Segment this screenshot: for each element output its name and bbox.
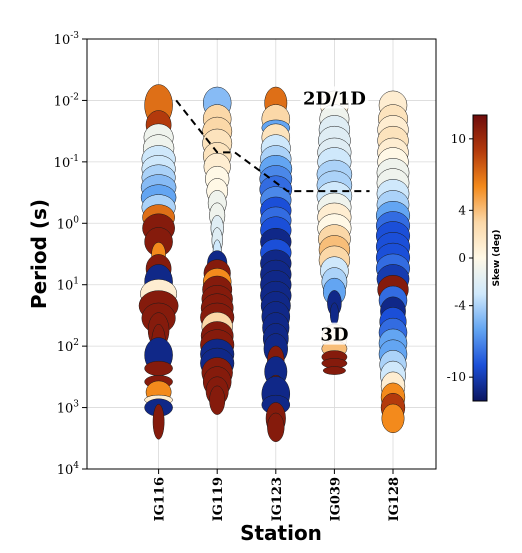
station-label: IG116 xyxy=(153,477,168,521)
y-tick-label-exponent: -2 xyxy=(70,92,79,102)
colorbar: 10 4 0 -4 -10 Skew (deg) xyxy=(447,114,502,402)
annotation-label: 3D xyxy=(320,325,348,346)
y-tick-label-base: 10 xyxy=(57,463,74,478)
annotation-background xyxy=(300,86,369,109)
x-axis-title: Station xyxy=(240,521,322,545)
y-tick-label-base: 10 xyxy=(54,156,71,171)
y-tick-label-base: 10 xyxy=(54,33,71,48)
y-tick-label: 10-2 xyxy=(54,92,79,109)
annotation-background xyxy=(318,322,351,345)
y-tick-label-base: 10 xyxy=(57,217,74,232)
y-tick-label-base: 10 xyxy=(57,402,74,417)
annotations: 2D/1D 3D xyxy=(300,86,369,346)
y-axis-title: Period (s) xyxy=(27,199,51,309)
y-tick-label-exponent: 3 xyxy=(73,400,79,410)
y-tick-label: 103 xyxy=(57,400,80,417)
y-tick-label: 10-3 xyxy=(54,31,80,48)
phase-tensor-ellipse xyxy=(152,403,165,440)
y-tick-label-base: 10 xyxy=(54,94,71,109)
station-label: IG039 xyxy=(328,477,343,521)
phase-tensor-ellipse xyxy=(322,366,346,375)
phase-tensor-ellipse xyxy=(209,385,226,415)
phase-tensor-ellipse xyxy=(144,360,173,376)
y-tick-label-exponent: -1 xyxy=(70,154,79,164)
y-tick-label-base: 10 xyxy=(57,279,74,294)
x-axis-ticks: IG116 IG119 IG123 IG039 IG128 xyxy=(153,469,402,521)
y-tick-label: 10-1 xyxy=(54,154,79,171)
colorbar-tick-label: 0 xyxy=(458,251,466,265)
annotation-label: 2D/1D xyxy=(303,88,366,109)
colorbar-tick-label: -4 xyxy=(454,299,466,313)
station-label: IG123 xyxy=(270,477,285,521)
station-label: IG128 xyxy=(387,477,402,521)
colorbar-tick-label: -10 xyxy=(447,370,466,384)
y-tick-label: 101 xyxy=(57,277,79,294)
colorbar-tick-label: 10 xyxy=(451,132,466,146)
y-tick-label-exponent: 1 xyxy=(73,277,79,287)
phase-tensor-ellipse xyxy=(329,302,339,326)
colorbar-tick-label: 4 xyxy=(458,203,466,217)
phase-tensor-ellipse xyxy=(381,403,405,434)
y-tick-label-exponent: -3 xyxy=(70,31,79,41)
plot-frame xyxy=(86,38,437,470)
y-tick-label: 100 xyxy=(57,215,80,232)
y-tick-label: 102 xyxy=(57,338,79,355)
phase-tensor-ellipse xyxy=(267,412,285,442)
y-tick-label: 104 xyxy=(57,461,80,478)
y-tick-label-base: 10 xyxy=(57,340,74,355)
y-tick-label-exponent: 4 xyxy=(73,461,79,471)
colorbar-title: Skew (deg) xyxy=(492,230,502,287)
station-label: IG119 xyxy=(211,477,226,521)
y-tick-label-exponent: 2 xyxy=(73,338,79,348)
colorbar-gradient xyxy=(472,114,488,402)
y-tick-label-exponent: 0 xyxy=(73,215,79,225)
ellipse-marks xyxy=(138,84,411,442)
